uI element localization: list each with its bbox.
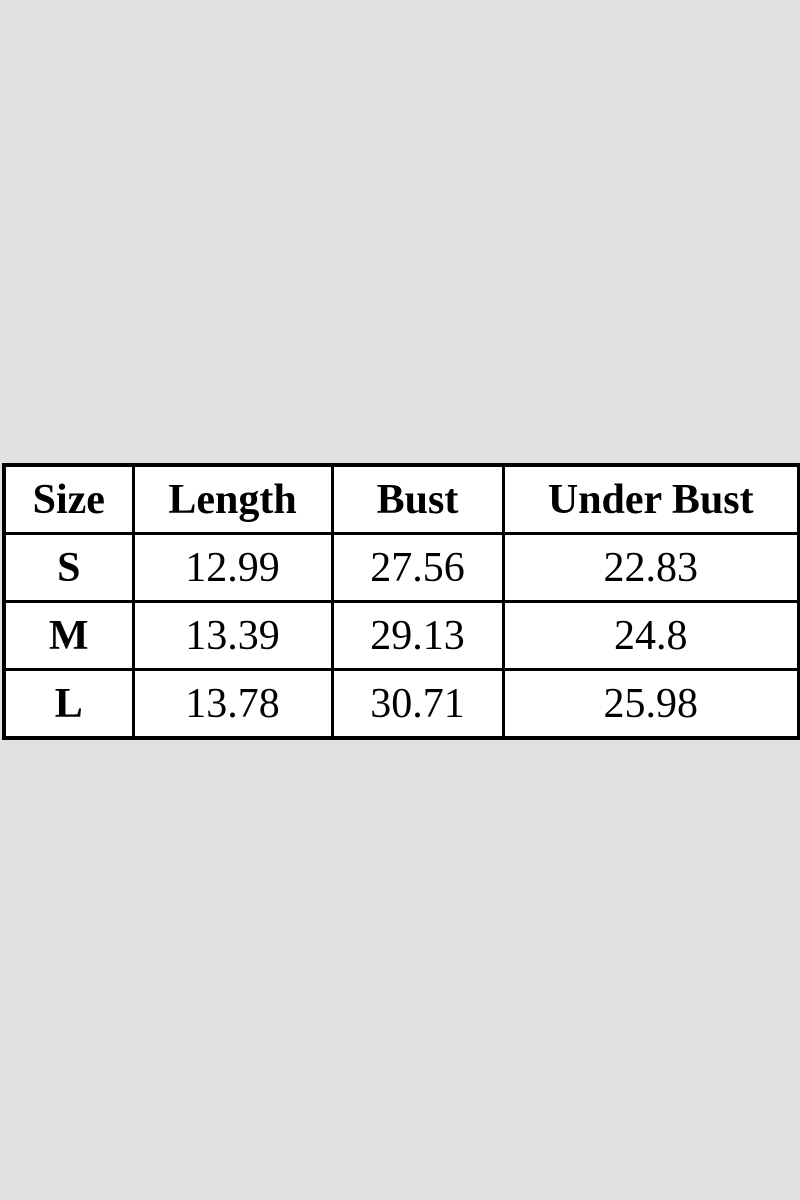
size-value: L [2, 668, 135, 740]
bust-value: 30.71 [330, 668, 505, 740]
header-cell-bust: Bust [330, 463, 505, 535]
size-chart-body: S 12.99 27.56 22.83 M 13.39 29.13 24.8 L… [2, 532, 800, 740]
size-chart-table: Size Length Bust Under Bust S 12.99 27.5… [2, 463, 800, 740]
under-bust-value: 22.83 [501, 532, 800, 603]
under-bust-value: 25.98 [501, 668, 800, 740]
table-row-s: S 12.99 27.56 22.83 [2, 532, 800, 603]
header-cell-under-bust: Under Bust [501, 463, 800, 535]
header-cell-size: Size [2, 463, 135, 535]
header-row: Size Length Bust Under Bust [2, 463, 800, 535]
length-value: 13.39 [131, 600, 334, 671]
length-value: 12.99 [131, 532, 334, 603]
header-cell-length: Length [131, 463, 334, 535]
size-chart-header: Size Length Bust Under Bust [2, 463, 800, 535]
length-value: 13.78 [131, 668, 334, 740]
size-value: M [2, 600, 135, 671]
table-row-l: L 13.78 30.71 25.98 [2, 668, 800, 740]
bust-value: 29.13 [330, 600, 505, 671]
size-value: S [2, 532, 135, 603]
bust-value: 27.56 [330, 532, 505, 603]
under-bust-value: 24.8 [501, 600, 800, 671]
table-row-m: M 13.39 29.13 24.8 [2, 600, 800, 671]
